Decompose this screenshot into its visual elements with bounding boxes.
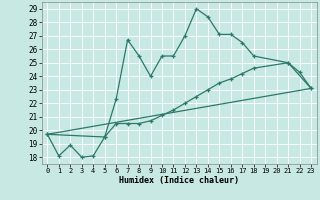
X-axis label: Humidex (Indice chaleur): Humidex (Indice chaleur) xyxy=(119,176,239,185)
